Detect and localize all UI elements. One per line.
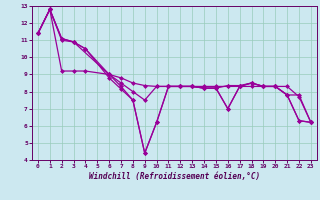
X-axis label: Windchill (Refroidissement éolien,°C): Windchill (Refroidissement éolien,°C)	[89, 172, 260, 181]
